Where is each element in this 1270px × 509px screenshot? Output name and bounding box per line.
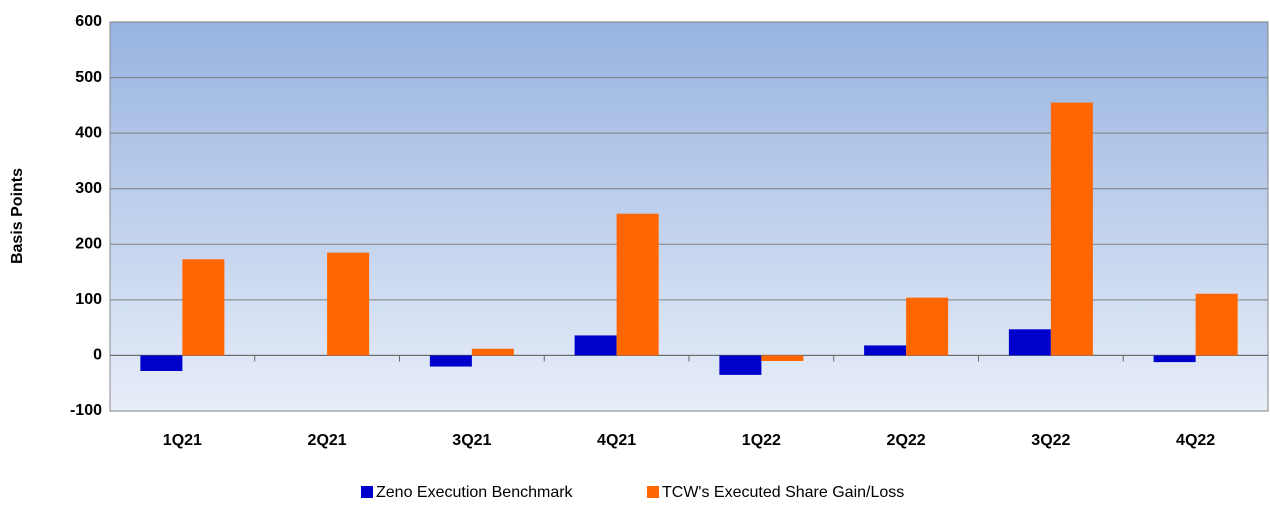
bar xyxy=(864,345,907,356)
x-tick-label: 1Q22 xyxy=(742,432,781,449)
legend-swatch xyxy=(647,486,659,498)
bar xyxy=(616,213,659,356)
bar xyxy=(1050,102,1093,356)
y-tick-label: 500 xyxy=(75,69,102,86)
y-tick-label: 100 xyxy=(75,291,102,308)
legend-swatch xyxy=(361,486,373,498)
bar xyxy=(182,259,225,356)
x-tick-label: 2Q22 xyxy=(887,432,926,449)
plot-area xyxy=(109,21,1269,412)
bar xyxy=(1153,355,1196,363)
y-tick-label: 400 xyxy=(75,124,102,141)
y-axis-label: Basis Points xyxy=(9,168,26,264)
bar xyxy=(761,355,804,361)
y-tick-label: 300 xyxy=(75,180,102,197)
x-tick-label: 4Q21 xyxy=(597,432,636,449)
bar xyxy=(906,297,949,356)
bar xyxy=(1008,329,1051,356)
bar xyxy=(471,348,514,356)
bar xyxy=(429,355,472,367)
y-tick-label: 0 xyxy=(93,347,102,364)
x-tick-label: 3Q21 xyxy=(452,432,491,449)
x-tick-label: 1Q21 xyxy=(163,432,202,449)
x-tick-label: 2Q21 xyxy=(308,432,347,449)
x-tick-label: 4Q22 xyxy=(1176,432,1215,449)
bar xyxy=(719,355,762,375)
bar xyxy=(574,335,617,356)
bar xyxy=(1195,293,1238,356)
y-tick-label: -100 xyxy=(70,402,102,419)
legend-label: TCW's Executed Share Gain/Loss xyxy=(662,484,904,501)
legend-label: Zeno Execution Benchmark xyxy=(376,484,574,501)
y-tick-label: 600 xyxy=(75,13,102,30)
x-tick-label: 3Q22 xyxy=(1031,432,1070,449)
bar xyxy=(327,252,370,356)
y-tick-label: 200 xyxy=(75,236,102,253)
bar xyxy=(140,355,183,371)
